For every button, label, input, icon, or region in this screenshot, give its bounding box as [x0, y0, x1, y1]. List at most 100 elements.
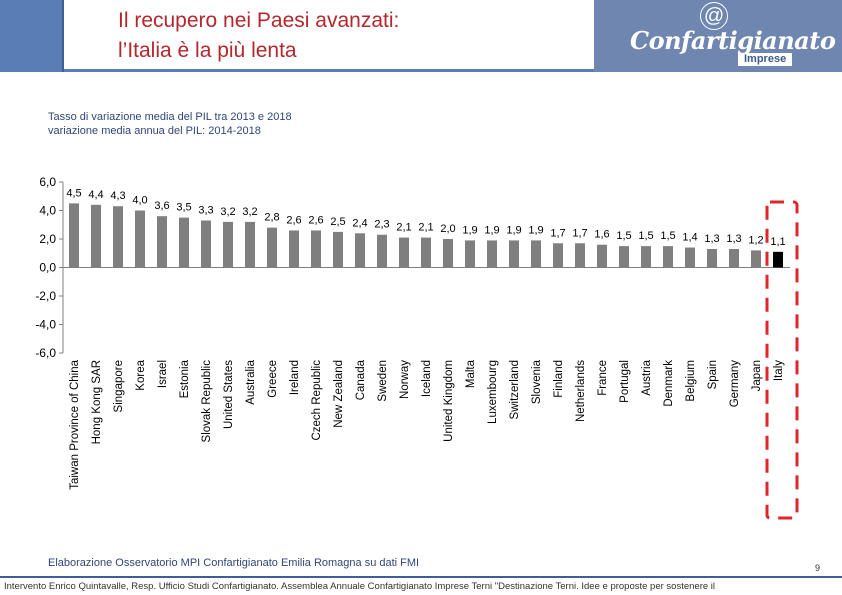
data-label: 1,5 — [638, 230, 653, 242]
data-label: 2,6 — [286, 214, 301, 226]
y-tick-label: 0,0 — [39, 261, 56, 275]
bar — [399, 237, 409, 268]
category-label: Spain — [707, 360, 719, 389]
logo-text: Confartigianato — [630, 26, 836, 55]
category-label: Italy — [773, 360, 785, 381]
data-label: 1,7 — [572, 227, 587, 239]
bar — [575, 243, 585, 268]
bar — [553, 243, 563, 268]
data-label: 2,0 — [440, 223, 455, 235]
category-label: Greece — [267, 360, 279, 398]
category-label: Hong Kong SAR — [91, 360, 103, 444]
y-tick-label: 2,0 — [39, 232, 56, 246]
bar — [487, 240, 497, 268]
bar — [443, 239, 453, 268]
category-label: Sweden — [377, 360, 389, 402]
data-label: 1,3 — [704, 233, 719, 245]
category-label: France — [597, 360, 609, 396]
data-label: 1,7 — [550, 227, 565, 239]
data-label: 1,9 — [484, 224, 499, 236]
bar — [113, 206, 123, 268]
category-label: Japan — [751, 360, 763, 391]
category-label: Israel — [157, 360, 169, 388]
bar — [91, 204, 101, 268]
bar — [311, 230, 321, 268]
header-accent — [0, 0, 62, 72]
bar — [135, 210, 145, 268]
source-note: Elaborazione Osservatorio MPI Confartigi… — [48, 557, 420, 569]
category-label: United States — [223, 360, 235, 429]
at-icon: @ — [700, 2, 728, 30]
data-label: 1,5 — [616, 230, 631, 242]
category-label: Iceland — [421, 360, 433, 397]
page-title: Il recupero nei Paesi avanzati: l’Italia… — [118, 6, 399, 66]
data-label: 1,3 — [726, 233, 741, 245]
bar — [663, 246, 673, 268]
bar — [377, 234, 387, 268]
category-label: Ireland — [289, 360, 301, 395]
category-label: Austria — [641, 359, 653, 395]
chart-subtitle-line1: Tasso di variazione media del PIL tra 20… — [48, 111, 292, 123]
category-label: Finland — [553, 360, 565, 398]
category-label: Norway — [399, 360, 411, 399]
data-label: 1,1 — [770, 236, 785, 248]
bar — [729, 248, 739, 268]
data-label: 3,2 — [242, 206, 257, 218]
data-label: 3,6 — [154, 200, 169, 212]
bar — [531, 240, 541, 268]
bar — [289, 230, 299, 268]
bar — [465, 240, 475, 268]
page-number: 9 — [815, 563, 821, 573]
data-label: 1,9 — [462, 224, 477, 236]
category-label: Czech Republic — [311, 360, 323, 441]
category-label: Malta — [465, 359, 477, 388]
bar — [201, 220, 211, 268]
logo-subtext: Imprese — [738, 53, 793, 66]
data-label: 1,4 — [682, 232, 697, 244]
data-label: 2,5 — [330, 216, 345, 228]
bar — [421, 237, 431, 268]
data-label: 3,3 — [198, 204, 213, 216]
bar — [245, 221, 255, 268]
highlight-box — [765, 200, 799, 520]
category-label: Canada — [355, 359, 367, 400]
data-label: 1,6 — [594, 229, 609, 241]
bar — [597, 244, 607, 268]
bar — [179, 217, 189, 268]
y-tick-label: 6,0 — [39, 175, 56, 189]
category-label: Belgium — [685, 360, 697, 402]
page-title-line2: l’Italia è la più lenta — [118, 39, 297, 62]
page-title-line1: Il recupero nei Paesi avanzati: — [118, 9, 400, 32]
category-label: Estonia — [179, 359, 191, 398]
category-label: Korea — [135, 359, 147, 390]
chart-subtitle: Tasso di variazione media del PIL tra 20… — [48, 110, 292, 138]
bar — [223, 221, 233, 268]
bar — [685, 247, 695, 268]
data-label: 3,2 — [220, 206, 235, 218]
chart-subtitle-line2: variazione media annua del PIL: 2014-201… — [48, 125, 261, 137]
category-label: Taiwan Province of China — [69, 359, 81, 489]
bar — [773, 251, 783, 268]
category-label: United Kingdom — [443, 360, 455, 442]
bar — [509, 240, 519, 268]
category-label: Luxembourg — [487, 360, 499, 424]
data-label: 4,3 — [110, 190, 125, 202]
data-label: 2,8 — [264, 212, 279, 224]
data-label: 4,0 — [132, 195, 147, 207]
footer-text: Intervento Enrico Quintavalle, Resp. Uff… — [4, 581, 716, 592]
data-label: 4,5 — [66, 187, 81, 199]
bar-chart: 6,0 4,0 2,0 0,0 -2,0 -4,0 -6,0 4,5 Taiwan Provin… — [35, 175, 799, 520]
bar — [619, 246, 629, 268]
category-label: Germany — [729, 360, 741, 408]
data-label: 1,9 — [528, 224, 543, 236]
category-label: Australia — [245, 359, 257, 404]
y-tick-label: -2,0 — [35, 289, 56, 303]
bar — [707, 248, 717, 268]
data-label: 4,4 — [88, 189, 103, 201]
header-bar — [62, 0, 594, 72]
data-label: 1,9 — [506, 224, 521, 236]
category-label: Portugal — [619, 360, 631, 403]
data-label: 1,5 — [660, 230, 675, 242]
data-label: 2,3 — [374, 219, 389, 231]
category-label: Singapore — [113, 360, 125, 412]
